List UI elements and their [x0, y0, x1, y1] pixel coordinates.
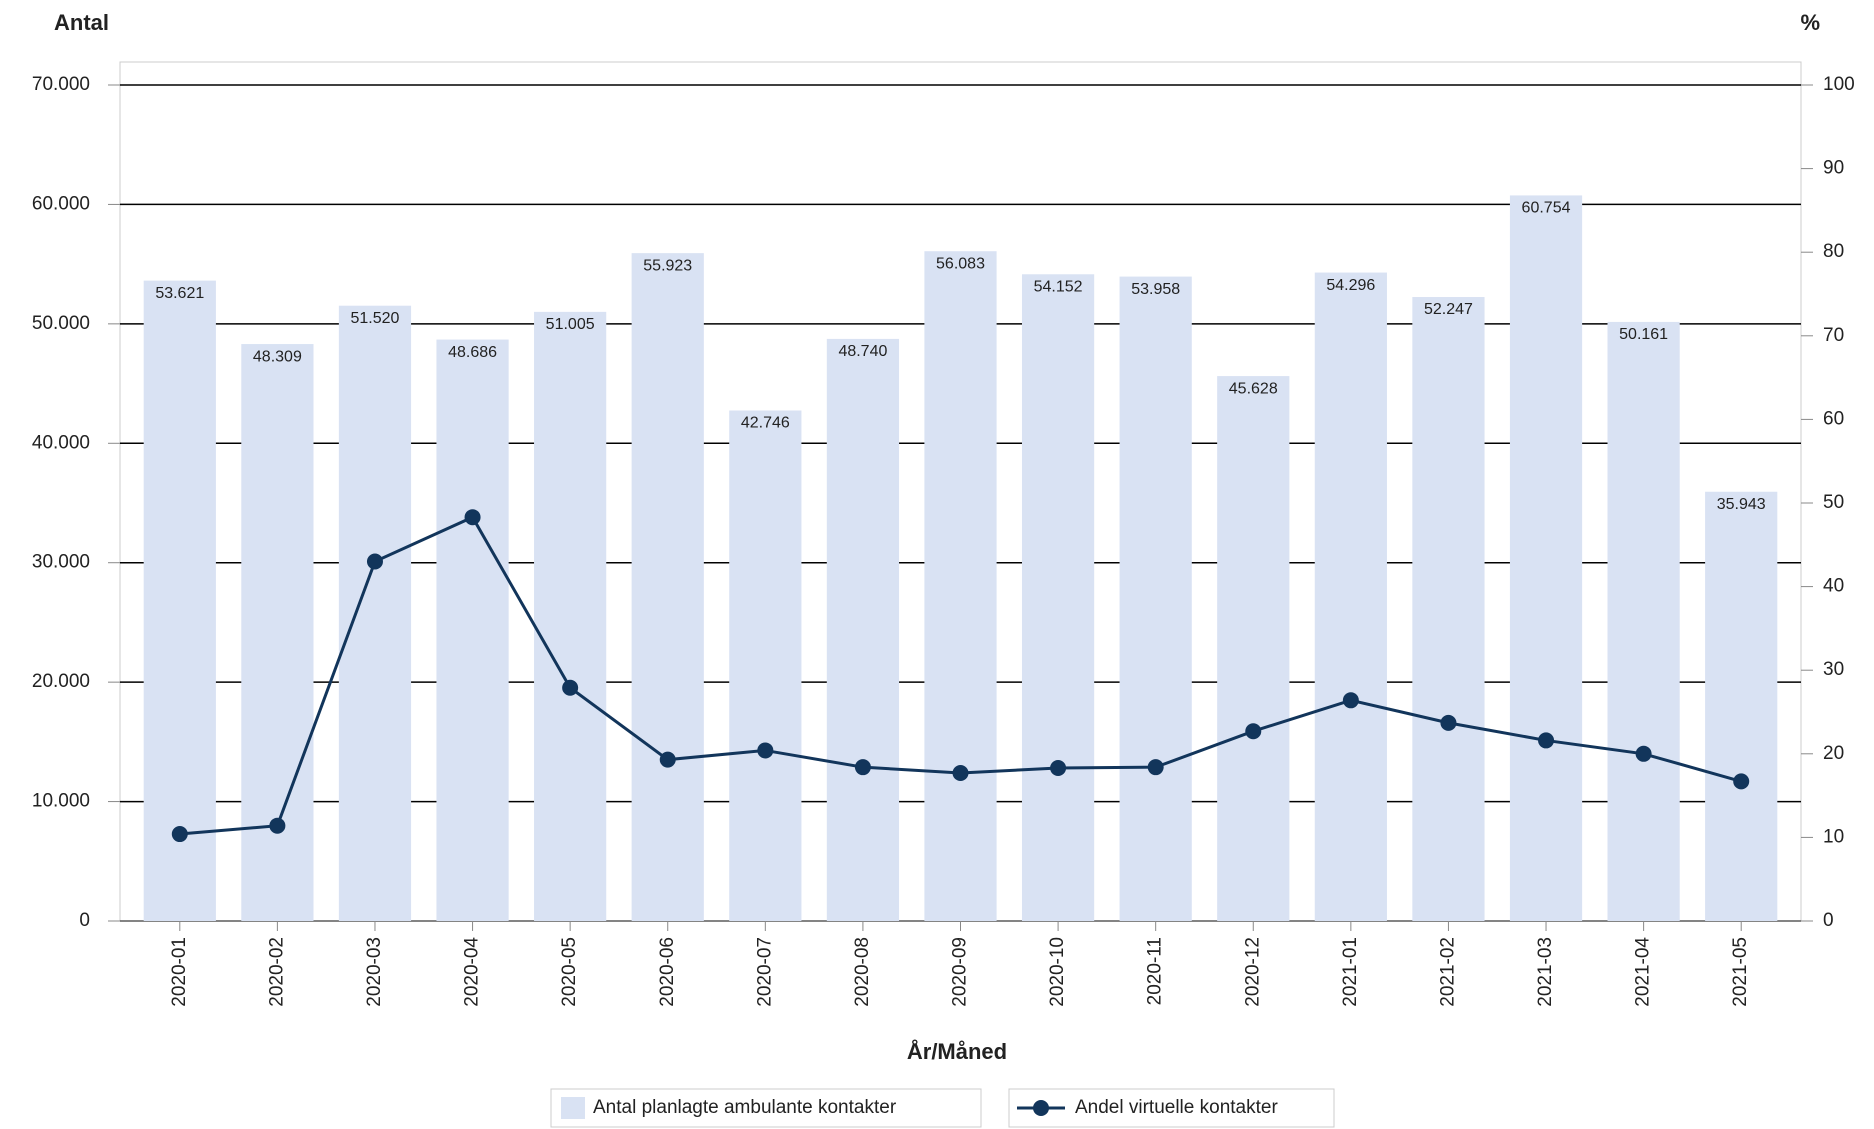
point	[1245, 723, 1262, 740]
value-label: 55.923	[643, 257, 692, 274]
bar	[1217, 376, 1290, 922]
value-label: 53.621	[155, 285, 204, 302]
x-tick-label: 2020-04	[462, 937, 483, 1007]
point	[757, 742, 774, 759]
legend-label: Antal planlagte ambulante kontakter	[593, 1097, 897, 1118]
x-tick-label: 2021-04	[1633, 937, 1654, 1007]
y-tick-label: 0	[79, 910, 90, 931]
bar	[729, 410, 802, 921]
point	[659, 751, 676, 768]
bar	[631, 253, 704, 921]
x-axis-title: År/Måned	[907, 1038, 1007, 1064]
point	[366, 553, 383, 570]
bar	[924, 251, 997, 921]
value-label: 51.520	[351, 310, 400, 327]
bar	[1509, 195, 1583, 922]
y-tick-label: 50.000	[32, 313, 90, 334]
bar	[241, 344, 314, 922]
value-label: 35.943	[1717, 496, 1766, 513]
value-label: 51.005	[546, 316, 595, 333]
point	[464, 509, 481, 526]
x-tick-label: 2020-09	[950, 937, 971, 1007]
x-tick-label: 2021-02	[1437, 937, 1458, 1007]
point	[269, 817, 286, 834]
bar	[1412, 297, 1485, 921]
y2-tick-label: 70	[1823, 325, 1844, 346]
x-tick-label: 2021-03	[1535, 937, 1556, 1007]
x-tick-label: 2021-01	[1340, 937, 1361, 1007]
x-tick-label: 2020-02	[266, 937, 287, 1007]
legend-label: Andel virtuelle kontakter	[1075, 1097, 1278, 1118]
legend-box	[550, 1088, 982, 1128]
point	[854, 759, 871, 776]
bar	[826, 338, 900, 921]
x-tick-label: 2020-06	[657, 937, 678, 1007]
y2-tick-label: 90	[1823, 158, 1844, 179]
point	[1635, 745, 1652, 762]
x-tick-label: 2020-05	[559, 937, 580, 1007]
x-tick-label: 2020-08	[852, 937, 873, 1007]
y-tick-label: 60.000	[32, 193, 90, 214]
value-label: 54.296	[1326, 277, 1375, 294]
value-label: 53.958	[1131, 281, 1180, 298]
y-tick-label: 20.000	[32, 671, 90, 692]
point	[1050, 760, 1067, 777]
y-tick-label: 40.000	[32, 432, 90, 453]
point	[171, 826, 188, 843]
value-label: 45.628	[1229, 380, 1278, 397]
y2-tick-label: 50	[1823, 492, 1844, 513]
bar	[1607, 321, 1680, 922]
point	[1733, 773, 1750, 790]
y-tick-label: 10.000	[32, 791, 90, 812]
bar	[1021, 274, 1095, 921]
y2-tick-label: 40	[1823, 576, 1844, 597]
y2-tick-label: 30	[1823, 659, 1844, 680]
x-tick-label: 2020-10	[1047, 937, 1068, 1007]
point	[1440, 714, 1457, 731]
x-tick-label: 2020-01	[169, 937, 190, 1007]
point	[1538, 732, 1555, 749]
y2-axis-title: %	[1800, 10, 1820, 35]
x-tick-label: 2020-03	[364, 937, 385, 1007]
x-tick-label: 2021-05	[1730, 937, 1751, 1007]
y2-tick-label: 80	[1823, 241, 1844, 262]
y2-tick-label: 20	[1823, 743, 1844, 764]
x-tick-label: 2020-07	[754, 937, 775, 1007]
legend-swatch	[1033, 1100, 1049, 1116]
bar	[1705, 491, 1778, 921]
y-axis-title: Antal	[54, 10, 109, 35]
y2-tick-label: 60	[1823, 408, 1844, 429]
bar	[143, 280, 216, 921]
y-tick-label: 70.000	[32, 74, 90, 95]
value-label: 60.754	[1522, 200, 1571, 217]
value-label: 48.309	[253, 348, 302, 365]
bar	[338, 305, 412, 922]
y2-tick-label: 0	[1823, 910, 1834, 931]
legend-swatch	[561, 1097, 585, 1119]
value-label: 48.686	[448, 344, 497, 361]
bar	[1314, 272, 1387, 921]
point	[562, 679, 579, 696]
bar	[534, 311, 607, 921]
value-label: 42.746	[741, 415, 790, 432]
point	[1147, 759, 1164, 776]
value-label: 50.161	[1619, 326, 1668, 343]
bar	[436, 339, 509, 921]
value-label: 56.083	[936, 255, 985, 272]
y-tick-label: 30.000	[32, 552, 90, 573]
bar	[1119, 276, 1192, 922]
point	[1342, 692, 1359, 709]
point	[952, 765, 969, 782]
x-tick-label: 2020-12	[1242, 937, 1263, 1007]
y2-tick-label: 10	[1823, 826, 1844, 847]
x-tick-label: 2020-11	[1145, 937, 1166, 1005]
y2-tick-label: 100	[1823, 74, 1855, 95]
value-label: 48.740	[838, 343, 887, 360]
value-label: 54.152	[1034, 278, 1083, 295]
value-label: 52.247	[1424, 301, 1473, 318]
